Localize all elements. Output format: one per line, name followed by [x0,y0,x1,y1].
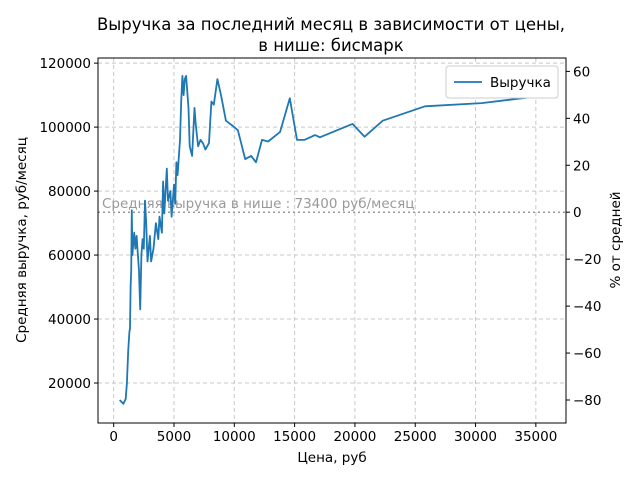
x-tick-label: 5000 [157,429,191,445]
annotation: Средняя выручка в нише : 73400 руб/месяц [102,196,414,212]
y2-tick-label: −80 [573,393,602,409]
y2-tick-label: −60 [573,346,602,362]
y2-tick-label: −40 [573,299,602,315]
x-tick-label: 25000 [394,429,437,445]
x-tick-label: 0 [109,429,118,445]
y2-tick-label: 40 [573,111,590,127]
legend-label: Выручка [490,75,551,91]
y-tick-label: 60000 [48,248,91,264]
x-tick-label: 20000 [333,429,376,445]
y2-tick-label: −20 [573,252,602,268]
plot-frame [97,57,567,424]
y-tick-label: 20000 [48,376,91,392]
x-tick-label: 30000 [454,429,497,445]
x-axis-label: Цена, руб [297,450,366,466]
y2-tick-label: 60 [573,64,590,80]
x-tick-label: 15000 [273,429,316,445]
chart-title: Выручка за последний месяц в зависимости… [97,15,565,34]
y2-tick-label: 0 [573,205,582,221]
x-tick-label: 10000 [213,429,256,445]
y2-tick-label: 20 [573,158,590,174]
chart-subtitle: в нише: бисмарк [258,36,404,55]
y2-axis-label: % от средней [608,191,624,288]
legend-box [445,65,559,99]
data-line [119,75,549,405]
y-tick-label: 120000 [39,56,91,72]
y-tick-label: 100000 [39,120,91,136]
x-tick-label: 35000 [514,429,557,445]
y-axis-label: Средняя выручка, руб/месяц [14,137,30,343]
y-tick-label: 40000 [48,312,91,328]
y-tick-label: 80000 [48,184,91,200]
